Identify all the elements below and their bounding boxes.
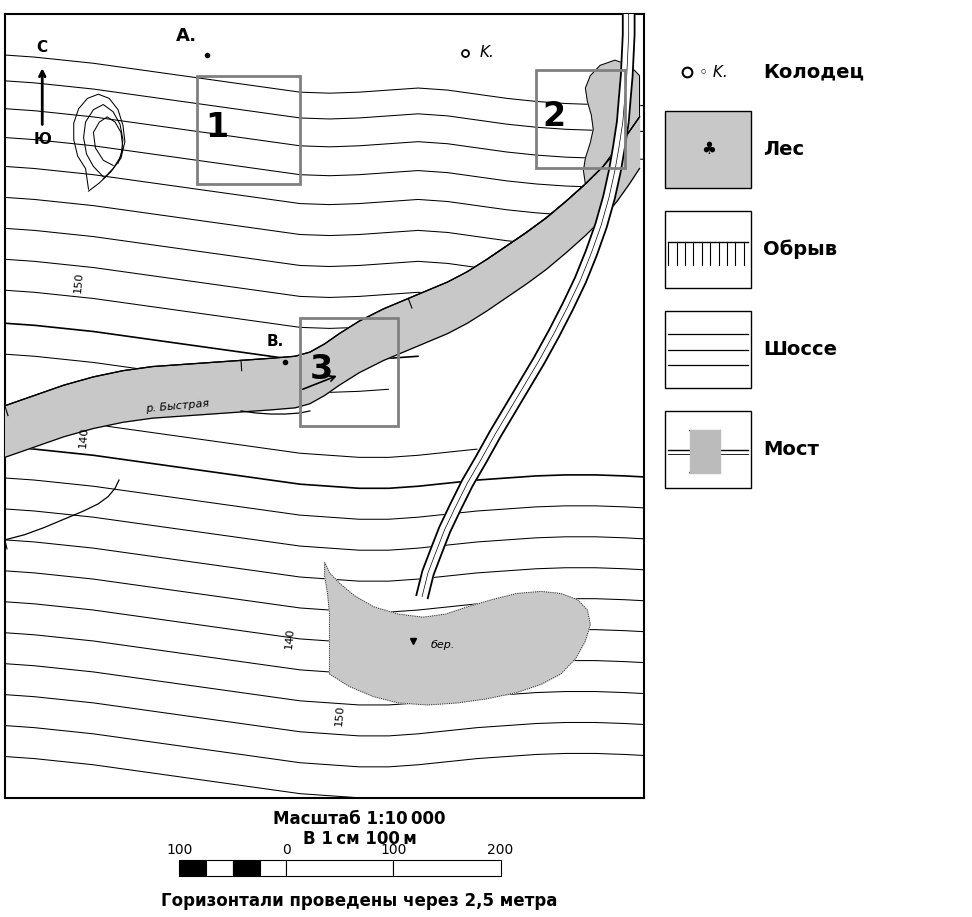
Text: A.: A. xyxy=(176,27,197,45)
Text: Горизонтали проведены через 2,5 метра: Горизонтали проведены через 2,5 метра xyxy=(161,892,558,911)
Polygon shape xyxy=(206,860,232,876)
Bar xyxy=(665,411,751,488)
Text: 150: 150 xyxy=(73,271,85,293)
Text: Лес: Лес xyxy=(763,139,805,159)
Text: 3: 3 xyxy=(310,353,333,386)
Polygon shape xyxy=(5,116,640,458)
Polygon shape xyxy=(233,860,260,876)
Text: Колодец: Колодец xyxy=(763,62,864,82)
Text: Мост: Мост xyxy=(763,440,819,459)
Text: 2: 2 xyxy=(542,101,566,133)
Bar xyxy=(196,75,300,184)
Polygon shape xyxy=(260,860,287,876)
Polygon shape xyxy=(583,61,640,184)
Text: 150: 150 xyxy=(333,704,345,726)
Bar xyxy=(665,111,751,188)
Text: Ю: Ю xyxy=(33,132,52,148)
Text: 100: 100 xyxy=(166,843,192,856)
Text: 200: 200 xyxy=(487,843,514,856)
Text: В 1 см 100 м: В 1 см 100 м xyxy=(302,830,417,848)
Text: 100: 100 xyxy=(380,843,406,856)
Text: ♣: ♣ xyxy=(701,140,715,159)
Bar xyxy=(665,211,751,288)
Bar xyxy=(300,318,399,426)
Text: 140: 140 xyxy=(284,627,296,649)
Polygon shape xyxy=(325,562,590,705)
Polygon shape xyxy=(394,860,501,876)
Text: 1: 1 xyxy=(205,111,228,144)
Text: 140: 140 xyxy=(78,425,89,447)
Polygon shape xyxy=(416,14,635,598)
Bar xyxy=(665,311,751,388)
Text: 0: 0 xyxy=(282,843,291,856)
Polygon shape xyxy=(287,860,394,876)
Text: Обрыв: Обрыв xyxy=(763,239,838,260)
Polygon shape xyxy=(690,430,720,473)
Text: ◦ K.: ◦ K. xyxy=(699,65,728,80)
Text: Масштаб 1:10 000: Масштаб 1:10 000 xyxy=(273,810,446,828)
Text: K.: K. xyxy=(479,46,494,61)
Text: С: С xyxy=(37,40,48,55)
Text: Шоссе: Шоссе xyxy=(763,340,837,359)
Text: бер.: бер. xyxy=(431,640,455,650)
Text: р. Быстрая: р. Быстрая xyxy=(145,398,209,414)
Bar xyxy=(537,71,625,169)
Text: B.: B. xyxy=(267,334,284,349)
Polygon shape xyxy=(179,860,206,876)
